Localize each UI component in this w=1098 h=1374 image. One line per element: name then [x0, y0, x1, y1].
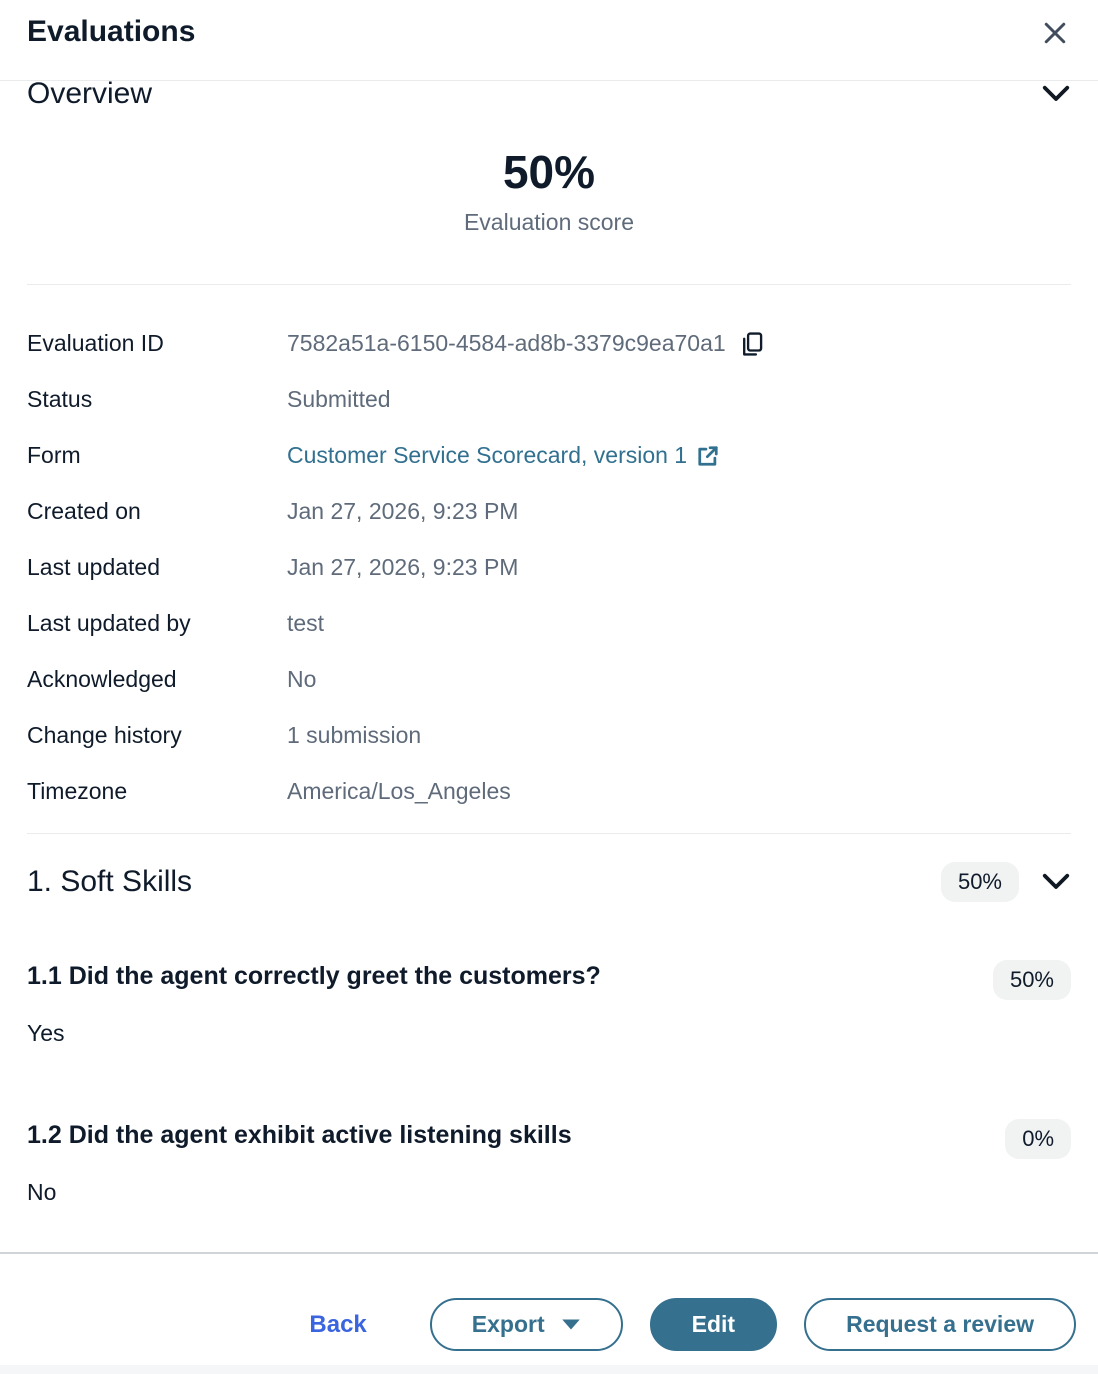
section-score-badge: 50% [940, 862, 1019, 902]
field-evaluation-id: Evaluation ID 7582a51a-6150-4584-ad8b-33… [27, 329, 1071, 358]
question-score-badge: 0% [1005, 1119, 1071, 1159]
question-1-1: 1.1 Did the agent correctly greet the cu… [27, 960, 1071, 1047]
score-divider [27, 284, 1071, 285]
field-created-on: Created on Jan 27, 2026, 9:23 PM [27, 497, 1071, 526]
panel-content: Overview 50% Evaluation score Evaluation… [0, 81, 1098, 1252]
close-icon [1040, 22, 1070, 51]
last-updated-by-value: test [287, 610, 325, 636]
chevron-down-icon[interactable] [1041, 84, 1071, 104]
chevron-down-icon[interactable] [1041, 872, 1071, 892]
copy-evaluation-id-button[interactable] [736, 331, 764, 357]
field-last-updated-by: Last updated by test [27, 609, 1071, 638]
question-answer: No [27, 1179, 57, 1205]
field-acknowledged: Acknowledged No [27, 665, 1071, 694]
back-link[interactable]: Back [309, 1310, 367, 1338]
section-divider [27, 833, 1071, 834]
overview-title: Overview [27, 81, 153, 110]
field-label: Form [27, 442, 81, 468]
last-updated-value: Jan 27, 2026, 9:23 PM [287, 554, 519, 580]
field-label: Change history [27, 722, 182, 748]
field-status: Status Submitted [27, 385, 1071, 414]
field-form: Form Customer Service Scorecard, version… [27, 441, 1071, 470]
export-button-label: Export [471, 1311, 545, 1337]
question-1-2: 1.2 Did the agent exhibit active listeni… [27, 1119, 1071, 1206]
field-label: Acknowledged [27, 666, 177, 692]
field-label: Timezone [27, 778, 128, 804]
field-timezone: Timezone America/Los_Angeles [27, 777, 1071, 806]
field-label: Last updated [27, 554, 161, 580]
request-review-button[interactable]: Request a review [804, 1298, 1076, 1351]
panel-footer: Back Export Edit Request a review [0, 1252, 1098, 1374]
evaluation-score-label: Evaluation score [463, 209, 635, 235]
field-change-history: Change history 1 submission [27, 721, 1071, 750]
field-label: Evaluation ID [27, 330, 164, 356]
evaluation-score-value: 50% [502, 146, 596, 198]
field-label: Status [27, 386, 93, 412]
export-button[interactable]: Export [429, 1298, 623, 1351]
overview-section-header[interactable]: Overview [27, 81, 1071, 113]
field-value: 7582a51a-6150-4584-ad8b-3379c9ea70a1 [287, 329, 764, 358]
close-button[interactable] [1036, 14, 1074, 52]
section-soft-skills-header[interactable]: 1. Soft Skills 50% [27, 862, 1071, 902]
change-history-value: 1 submission [287, 722, 422, 748]
caret-down-icon [561, 1318, 581, 1331]
edit-button[interactable]: Edit [649, 1298, 778, 1351]
form-link-label: Customer Service Scorecard, version 1 [287, 442, 688, 468]
evaluation-id-value: 7582a51a-6150-4584-ad8b-3379c9ea70a1 [287, 330, 726, 356]
bottom-strip [0, 1365, 1098, 1374]
panel-title: Evaluations [27, 15, 196, 48]
created-on-value: Jan 27, 2026, 9:23 PM [287, 498, 519, 524]
evaluation-score-block: 50% Evaluation score [27, 147, 1071, 236]
field-last-updated: Last updated Jan 27, 2026, 9:23 PM [27, 553, 1071, 582]
section-title: 1. Soft Skills [27, 865, 193, 898]
question-answer: Yes [27, 1020, 65, 1046]
status-value: Submitted [287, 386, 391, 412]
timezone-value: America/Los_Angeles [287, 778, 511, 804]
question-title: 1.1 Did the agent correctly greet the cu… [27, 962, 601, 990]
form-link[interactable]: Customer Service Scorecard, version 1 [287, 441, 719, 470]
acknowledged-value: No [287, 666, 317, 692]
external-link-icon [697, 445, 719, 467]
question-score-badge: 50% [992, 960, 1071, 1000]
field-label: Last updated by [27, 610, 191, 636]
overview-fields: Evaluation ID 7582a51a-6150-4584-ad8b-33… [27, 329, 1071, 806]
header-divider [0, 80, 1098, 81]
question-title: 1.2 Did the agent exhibit active listeni… [27, 1121, 572, 1149]
copy-icon [740, 331, 764, 360]
field-label: Created on [27, 498, 141, 524]
panel-header: Evaluations [0, 0, 1098, 52]
